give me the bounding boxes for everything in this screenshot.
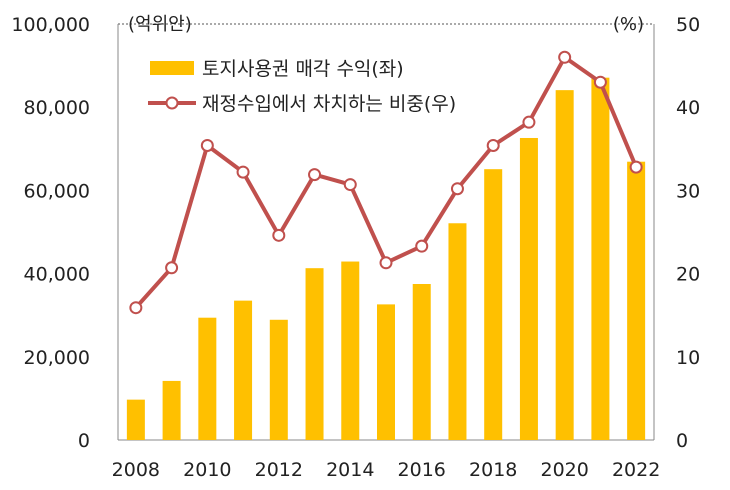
left-tick-label: 20,000 <box>24 347 90 369</box>
x-axis-ticks: 2008 2010 2012 2014 2016 2018 2020 2022 <box>112 459 661 481</box>
bar <box>555 90 574 441</box>
right-axis-ticks: 0 10 20 30 40 50 <box>676 14 700 452</box>
line-point <box>593 75 607 89</box>
x-tick-label: 2014 <box>326 459 374 481</box>
bar <box>234 300 253 440</box>
bar <box>448 223 467 440</box>
line-point <box>450 182 464 196</box>
bar <box>484 169 503 440</box>
legend-line-label: 재정수입에서 차치하는 비중(우) <box>202 93 456 115</box>
bar <box>305 268 324 440</box>
left-tick-label: 60,000 <box>24 180 90 202</box>
bar <box>377 304 395 440</box>
x-tick-label: 2022 <box>612 459 660 481</box>
x-tick-label: 2016 <box>398 459 446 481</box>
right-tick-label: 50 <box>676 14 700 36</box>
left-axis-ticks: 0 20,000 40,000 60,000 80,000 100,000 <box>11 14 90 452</box>
x-tick-label: 2012 <box>255 459 303 481</box>
bar <box>126 399 145 440</box>
bar-series <box>126 77 646 441</box>
legend: 토지사용권 매각 수익(좌) 재정수입에서 차치하는 비중(우) <box>148 58 456 115</box>
line-point <box>522 115 536 129</box>
line-point <box>272 228 286 242</box>
legend-bar-swatch <box>150 61 194 75</box>
line-point <box>308 168 322 182</box>
bar <box>341 261 360 440</box>
line-point <box>343 178 357 192</box>
left-tick-label: 80,000 <box>24 97 90 119</box>
right-tick-label: 30 <box>676 180 700 202</box>
x-tick-label: 2010 <box>183 459 231 481</box>
x-tick-label: 2008 <box>112 459 160 481</box>
right-axis-unit: (%) <box>613 14 644 35</box>
x-tick-label: 2020 <box>540 459 588 481</box>
bar <box>198 317 217 440</box>
x-tick-label: 2018 <box>469 459 517 481</box>
legend-bar-label: 토지사용권 매각 수익(좌) <box>202 58 404 80</box>
left-tick-label: 100,000 <box>11 14 90 36</box>
line-point <box>379 256 393 270</box>
legend-line-marker <box>165 96 179 110</box>
left-axis-unit: (억위안) <box>128 14 192 35</box>
left-tick-label: 0 <box>78 430 90 452</box>
bar <box>412 284 431 440</box>
line-point <box>486 138 500 152</box>
bar <box>162 380 181 440</box>
bar <box>269 319 288 440</box>
line-point <box>415 239 429 253</box>
line-point <box>129 301 143 315</box>
right-tick-label: 40 <box>676 97 700 119</box>
bar <box>519 137 538 440</box>
right-tick-label: 20 <box>676 264 700 286</box>
line-series <box>129 50 643 315</box>
right-tick-label: 0 <box>676 430 688 452</box>
line-point <box>558 50 572 64</box>
right-tick-label: 10 <box>676 347 700 369</box>
line-point <box>629 160 643 174</box>
line-point <box>165 261 179 275</box>
line-point <box>236 165 250 179</box>
line-point <box>200 138 214 152</box>
left-tick-label: 40,000 <box>24 264 90 286</box>
bar <box>627 161 646 441</box>
bar <box>591 77 610 440</box>
